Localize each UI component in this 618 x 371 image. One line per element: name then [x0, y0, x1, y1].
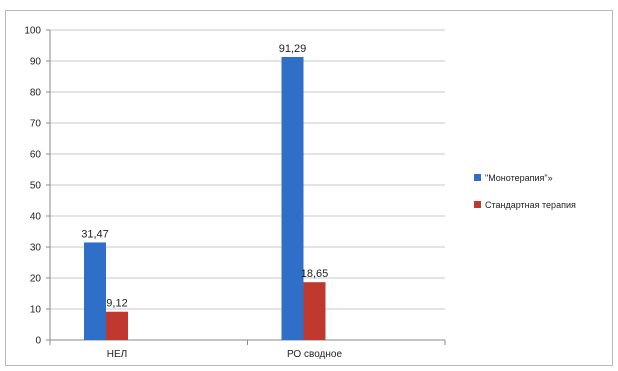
y-axis-ticks: 0 10 20 30 40 50 60 70 80 90 100 [24, 26, 50, 347]
legend: "Монотерапия"» Стандартная терапия [474, 173, 576, 210]
legend-label-0: "Монотерапия"» [485, 173, 553, 183]
x-tick-label: РО сводное [287, 349, 342, 360]
y-tick-label: 20 [30, 274, 42, 285]
x-tick-label: НЕЛ [107, 349, 127, 360]
y-tick-label: 30 [30, 243, 42, 254]
bar-1-0 [106, 312, 128, 340]
y-tick-label: 90 [30, 57, 42, 68]
y-tick-label: 70 [30, 119, 42, 130]
y-tick-label: 100 [24, 26, 41, 37]
y-tick-label: 40 [30, 212, 42, 223]
legend-swatch-0 [474, 174, 481, 181]
y-tick-label: 0 [35, 336, 41, 347]
data-label: 9,12 [106, 298, 127, 310]
legend-label-1: Стандартная терапия [485, 200, 576, 210]
data-label: 31,47 [81, 228, 109, 240]
data-label: 91,29 [279, 43, 307, 55]
x-axis-ticks: НЕЛ РО сводное [50, 340, 445, 360]
grid-lines [50, 30, 445, 340]
y-tick-label: 10 [30, 305, 42, 316]
data-label: 18,65 [301, 268, 329, 280]
y-tick-label: 60 [30, 150, 42, 161]
y-tick-label: 80 [30, 88, 42, 99]
legend-swatch-1 [474, 201, 481, 208]
bar-0-0 [84, 242, 106, 340]
bar-1-1 [304, 282, 326, 340]
y-tick-label: 50 [30, 181, 42, 192]
bar-0-1 [282, 57, 304, 340]
